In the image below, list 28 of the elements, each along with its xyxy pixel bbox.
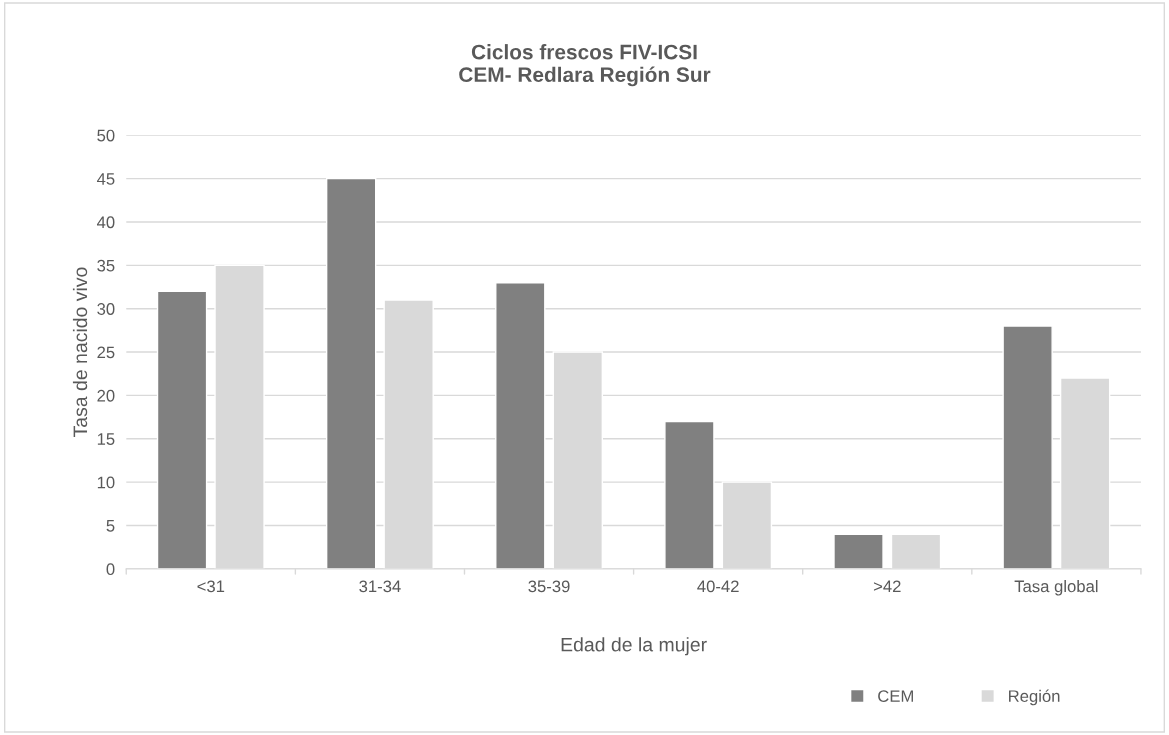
x-tick-label: 31-34: [359, 580, 401, 593]
y-tick-label: 40: [96, 216, 115, 229]
bar: [325, 177, 377, 569]
bar: [833, 533, 884, 569]
y-tick-label: 25: [97, 346, 115, 359]
y-tick-label: 0: [106, 563, 115, 576]
bar: [156, 290, 208, 569]
y-axis-title: Tasa de nacido vivo: [72, 267, 88, 438]
bar: [664, 420, 715, 569]
y-tick-label: 20: [97, 389, 115, 402]
y-tick-label: 50: [97, 129, 115, 142]
y-tick-label: 5: [106, 520, 115, 532]
y-tick-label: 35: [97, 259, 115, 272]
x-tick-label: 40-42: [697, 580, 739, 593]
y-tick-label: 30: [97, 303, 115, 315]
x-tick-label: Tasa global: [1014, 580, 1098, 596]
legend-label: CEM: [878, 690, 913, 703]
bar: [1002, 325, 1053, 569]
x-tick-label: >42: [873, 580, 901, 593]
chart-title: Ciclos frescos FIV-ICSI CEM- Redlara Región Sur: [459, 44, 711, 87]
x-tick-label: 35-39: [528, 580, 570, 593]
x-axis-title: Edad de la mujer: [561, 637, 707, 656]
x-tick-label: <31: [197, 580, 225, 593]
legend-label: Región: [1009, 689, 1060, 706]
y-tick-label: 15: [97, 433, 115, 445]
y-tick-label: 10: [97, 476, 115, 489]
bar: [495, 281, 546, 569]
y-tick-label: 45: [96, 173, 115, 185]
